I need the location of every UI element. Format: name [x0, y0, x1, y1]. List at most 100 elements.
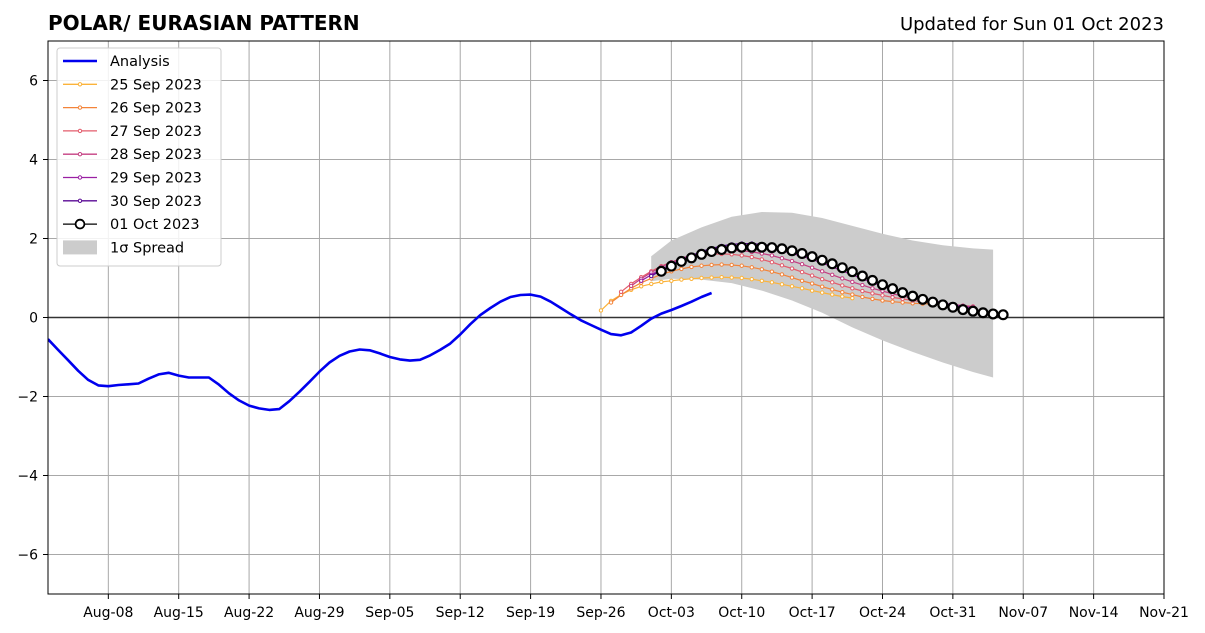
forecast-point — [789, 284, 795, 289]
forecast-point — [779, 263, 785, 268]
forecast-point — [685, 252, 697, 264]
forecast-point — [870, 296, 875, 302]
forecast-point — [655, 265, 667, 277]
forecast-point — [749, 276, 754, 282]
legend: Analysis 25 Sep 2023 26 Sep 2023 27 Sep 202… — [56, 47, 222, 267]
forecast-point — [759, 267, 765, 272]
legend-label: 28 Sep 2023 — [110, 147, 202, 163]
forecast-point — [850, 286, 855, 291]
analysis-line — [48, 291, 713, 412]
forecast-point — [897, 287, 909, 299]
legend-entry: Analysis — [63, 54, 170, 70]
legend-label: 25 Sep 2023 — [110, 77, 202, 93]
x-tick-label: Aug-15 — [154, 605, 204, 621]
forecast-point — [927, 296, 939, 308]
forecast-point — [649, 273, 654, 279]
x-tick-label: Sep-19 — [506, 605, 555, 621]
forecast-point — [830, 280, 835, 285]
chart-title: POLAR/ EURASIAN PATTERN — [48, 11, 360, 35]
forecast-point — [779, 256, 785, 261]
forecast-point — [729, 262, 734, 268]
chart-subtitle: Updated for Sun 01 Oct 2023 — [900, 14, 1164, 35]
forecast-point — [628, 283, 634, 289]
series-layer — [48, 241, 1009, 412]
forecast-point — [789, 266, 795, 271]
forecast-point — [977, 307, 989, 319]
forecast-point — [917, 293, 929, 305]
forecast-point — [957, 304, 969, 316]
forecast-point — [816, 254, 828, 266]
x-axis: Aug-08 Aug-15 Aug-22 Aug-29 Sep-05 Sep-12 Sep-… — [83, 594, 1189, 621]
legend-entry: 28 Sep 2023 — [63, 147, 202, 163]
forecast-point — [850, 292, 855, 297]
forecast-point — [756, 241, 768, 253]
forecast-series — [655, 241, 1009, 321]
forecast-point — [997, 309, 1009, 321]
forecast-point — [679, 266, 684, 272]
forecast-point — [836, 262, 848, 274]
forecast-point — [699, 263, 704, 268]
legend-marker — [77, 128, 83, 134]
forecast-point — [880, 298, 885, 303]
legend-label: 26 Sep 2023 — [110, 101, 202, 117]
forecast-point — [789, 275, 795, 280]
x-tick-label: Oct-24 — [859, 605, 906, 621]
legend-marker — [77, 152, 83, 157]
x-tick-label: Oct-31 — [929, 605, 976, 621]
forecast-point — [675, 255, 687, 267]
forecast-point — [819, 269, 825, 274]
forecast-point — [669, 278, 674, 283]
forecast-point — [716, 244, 728, 256]
forecast-point — [689, 264, 694, 270]
forecast-point — [840, 290, 845, 295]
y-tick-label: 0 — [29, 311, 38, 327]
forecast-point — [749, 265, 754, 270]
legend-entry: 1σ Spread — [63, 240, 184, 256]
forecast-point — [819, 290, 825, 295]
forecast-point — [830, 287, 835, 292]
legend-entry: 25 Sep 2023 — [63, 77, 202, 93]
legend-label: 30 Sep 2023 — [110, 194, 202, 210]
forecast-point — [776, 243, 788, 255]
forecast-point — [860, 282, 865, 288]
x-tick-label: Oct-03 — [648, 605, 695, 621]
forecast-point — [830, 292, 835, 297]
forecast-point — [809, 265, 815, 270]
forecast-point — [659, 279, 664, 285]
legend-box — [56, 47, 222, 267]
x-tick-label: Nov-14 — [1069, 605, 1119, 621]
forecast-point — [830, 272, 835, 278]
forecast-point — [779, 272, 785, 277]
forecast-point — [840, 283, 845, 288]
forecast-point — [870, 291, 875, 296]
forecast-point — [890, 295, 895, 300]
forecast-point — [638, 284, 644, 289]
forecast-point — [726, 242, 738, 254]
x-tick-label: Sep-12 — [436, 605, 485, 621]
forecast-point — [759, 257, 765, 262]
forecast-point — [665, 260, 677, 272]
x-tick-label: Aug-08 — [83, 605, 133, 621]
forecast-point — [809, 273, 815, 278]
forecast-point — [749, 254, 754, 260]
forecast-point — [850, 295, 855, 301]
forecast-point — [696, 248, 708, 260]
legend-label: 29 Sep 2023 — [110, 171, 202, 187]
forecast-point — [729, 275, 734, 280]
forecast-point — [779, 282, 785, 287]
forecast-point — [887, 283, 899, 295]
y-tick-label: −2 — [17, 390, 38, 406]
forecast-point — [649, 281, 654, 287]
forecast-point — [947, 301, 959, 313]
forecast-point — [809, 281, 815, 286]
forecast-point — [689, 276, 694, 281]
legend-marker — [77, 198, 83, 204]
y-tick-label: −4 — [17, 469, 38, 485]
forecast-point — [679, 277, 684, 282]
forecast-point — [799, 278, 805, 283]
forecast-point — [866, 274, 878, 286]
forecast-point — [618, 289, 624, 295]
forecast-point — [876, 279, 888, 291]
forecast-point — [638, 278, 644, 283]
forecast-point — [850, 279, 855, 285]
